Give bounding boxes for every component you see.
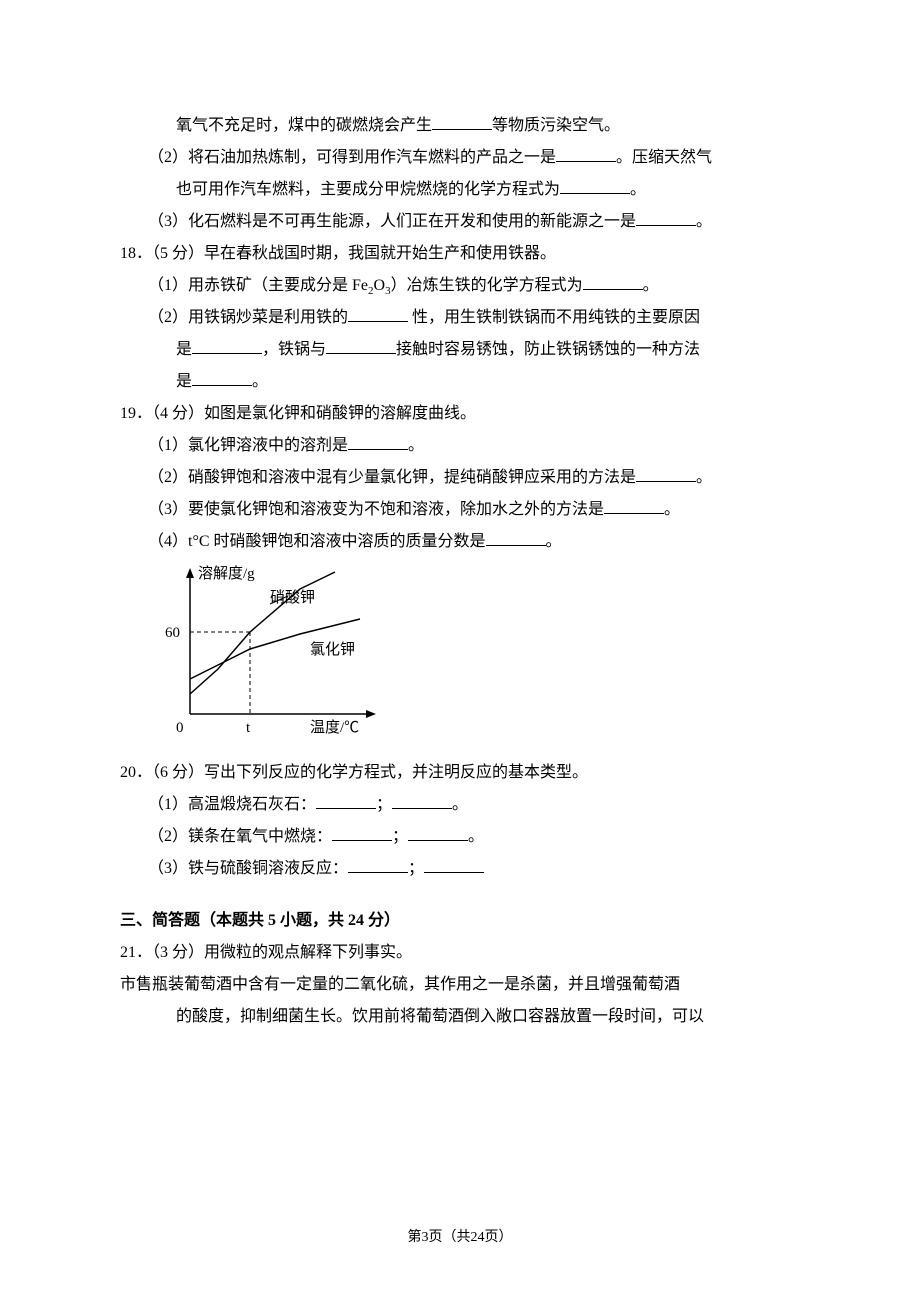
- text: （1）用赤铁矿（主要成分是 Fe: [148, 277, 368, 294]
- text: 。: [408, 437, 424, 454]
- text: （1）高温煅烧石灰石：: [148, 796, 316, 813]
- q21-body1: 市售瓶装葡萄酒中含有一定量的二氧化硫，其作用之一是杀菌，并且增强葡萄酒: [120, 969, 800, 1001]
- blank: [392, 791, 452, 810]
- section-3-title: 三、简答题（本题共 5 小题，共 24 分）: [120, 905, 800, 937]
- blank: [486, 528, 546, 547]
- svg-text:温度/℃: 温度/℃: [310, 719, 359, 736]
- sep: ；: [392, 828, 408, 845]
- sep: ；: [376, 796, 392, 813]
- footer-text: 页（共: [429, 1230, 471, 1245]
- sep: ；: [408, 860, 424, 877]
- spacer: [120, 885, 800, 905]
- q17-3: （3）化石燃料是不可再生能源，人们正在开发和使用的新能源之一是 。: [120, 206, 800, 238]
- page-footer: 第3页（共24页）: [0, 1224, 920, 1252]
- blank: [326, 336, 396, 355]
- end: 。: [452, 796, 468, 813]
- end: 。: [468, 828, 484, 845]
- footer-page: 3: [422, 1230, 429, 1245]
- text: O: [374, 277, 386, 294]
- blank: [408, 823, 468, 842]
- blank: [636, 207, 696, 226]
- q20-1: （1）高温煅烧石灰石： ； 。: [120, 789, 800, 821]
- text: 。: [696, 213, 712, 230]
- text: （3）要使氯化钾饱和溶液变为不饱和溶液，除加水之外的方法是: [148, 501, 604, 518]
- q21-body2: 的酸度，抑制细菌生长。饮用前将葡萄酒倒入敞口容器放置一段时间，可以: [120, 1001, 800, 1033]
- q17-cont: 氧气不充足时，煤中的碳燃烧会产生 等物质污染空气。: [120, 110, 800, 142]
- blank: [583, 271, 643, 290]
- text: ）冶炼生铁的化学方程式为: [391, 277, 583, 294]
- svg-text:0: 0: [176, 720, 184, 736]
- text: 接触时容易锈蚀，防止铁锅锈蚀的一种方法: [396, 341, 700, 358]
- q20-2: （2）镁条在氧气中燃烧： ； 。: [120, 821, 800, 853]
- q19-4: （4）t°C 时硝酸钾饱和溶液中溶质的质量分数是 。: [120, 526, 800, 558]
- footer-text: 页）: [485, 1230, 513, 1245]
- blank: [348, 855, 408, 874]
- blank: [316, 791, 376, 810]
- q20-head: 20．（6 分）写出下列反应的化学方程式，并注明反应的基本类型。: [120, 757, 800, 789]
- q19-3: （3）要使氯化钾饱和溶液变为不饱和溶液，除加水之外的方法是 。: [120, 494, 800, 526]
- q20-3: （3）铁与硫酸铜溶液反应： ；: [120, 853, 800, 885]
- footer-total: 24: [471, 1230, 485, 1245]
- text: 。: [696, 469, 712, 486]
- q18-head: 18．（5 分）早在春秋战国时期，我国就开始生产和使用铁器。: [120, 238, 800, 270]
- q18-2-cont1: 是 ，铁锅与 接触时容易锈蚀，防止铁锅锈蚀的一种方法: [120, 334, 800, 366]
- q21-head: 21．（3 分）用微粒的观点解释下列事实。: [120, 937, 800, 969]
- page: 氧气不充足时，煤中的碳燃烧会产生 等物质污染空气。 （2）将石油加热炼制，可得到用…: [0, 0, 920, 1302]
- q19-2: （2）硝酸钾饱和溶液中混有少量氯化钾，提纯硝酸钾应采用的方法是 。: [120, 462, 800, 494]
- text: 。: [664, 501, 680, 518]
- chart-svg: 溶解度/g 60 0 t 温度/℃ 硝酸钾氯化钾: [160, 564, 390, 739]
- text: 。压缩天然气: [616, 149, 712, 166]
- q18-2: （2）用铁锅炒菜是利用铁的 性，用生铁制铁锅而不用纯铁的主要原因: [120, 302, 800, 334]
- blank: [332, 823, 392, 842]
- text: 。: [546, 533, 562, 550]
- q17-2-cont: 也可用作汽车燃料，主要成分甲烷燃烧的化学方程式为 。: [120, 174, 800, 206]
- text: （2）用铁锅炒菜是利用铁的: [148, 309, 348, 326]
- footer-text: 第: [408, 1230, 422, 1245]
- text: （2）镁条在氧气中燃烧：: [148, 828, 332, 845]
- svg-text:氯化钾: 氯化钾: [310, 641, 355, 658]
- q19-1: （1）氯化钾溶液中的溶剂是 。: [120, 430, 800, 462]
- text: 。: [252, 373, 268, 390]
- text: 。: [630, 181, 646, 198]
- svg-text:溶解度/g: 溶解度/g: [198, 565, 255, 582]
- q18-2-cont2: 是。: [120, 366, 800, 398]
- blank: [192, 336, 262, 355]
- blank: [636, 464, 696, 483]
- text: 等物质污染空气。: [492, 117, 620, 134]
- text: 也可用作汽车燃料，主要成分甲烷燃烧的化学方程式为: [176, 181, 560, 198]
- text: 是: [176, 373, 192, 390]
- blank: [348, 432, 408, 451]
- q18-1: （1）用赤铁矿（主要成分是 Fe2O3）冶炼生铁的化学方程式为。: [120, 270, 800, 302]
- svg-text:t: t: [246, 720, 251, 736]
- text: （3）铁与硫酸铜溶液反应：: [148, 860, 348, 877]
- text: ，铁锅与: [262, 341, 326, 358]
- blank: [424, 855, 484, 874]
- svg-text:硝酸钾: 硝酸钾: [270, 589, 315, 606]
- blank: [560, 175, 630, 194]
- text: 性，用生铁制铁锅而不用纯铁的主要原因: [408, 309, 700, 326]
- text: 是: [176, 341, 192, 358]
- blank: [192, 368, 252, 387]
- blank: [556, 143, 616, 162]
- q19-head: 19．（4 分）如图是氯化钾和硝酸钾的溶解度曲线。: [120, 398, 800, 430]
- svg-text:60: 60: [165, 625, 180, 641]
- text: （1）氯化钾溶液中的溶剂是: [148, 437, 348, 454]
- text: （4）t°C 时硝酸钾饱和溶液中溶质的质量分数是: [148, 533, 486, 550]
- q17-2: （2）将石油加热炼制，可得到用作汽车燃料的产品之一是 。压缩天然气: [120, 142, 800, 174]
- text: （2）将石油加热炼制，可得到用作汽车燃料的产品之一是: [148, 149, 556, 166]
- text: （2）硝酸钾饱和溶液中混有少量氯化钾，提纯硝酸钾应采用的方法是: [148, 469, 636, 486]
- solubility-chart: 溶解度/g 60 0 t 温度/℃ 硝酸钾氯化钾: [160, 564, 800, 751]
- blank: [604, 496, 664, 515]
- text: （3）化石燃料是不可再生能源，人们正在开发和使用的新能源之一是: [148, 213, 636, 230]
- text: 。: [643, 277, 659, 294]
- blank: [348, 304, 408, 323]
- text: 氧气不充足时，煤中的碳燃烧会产生: [176, 117, 432, 134]
- blank: [432, 111, 492, 130]
